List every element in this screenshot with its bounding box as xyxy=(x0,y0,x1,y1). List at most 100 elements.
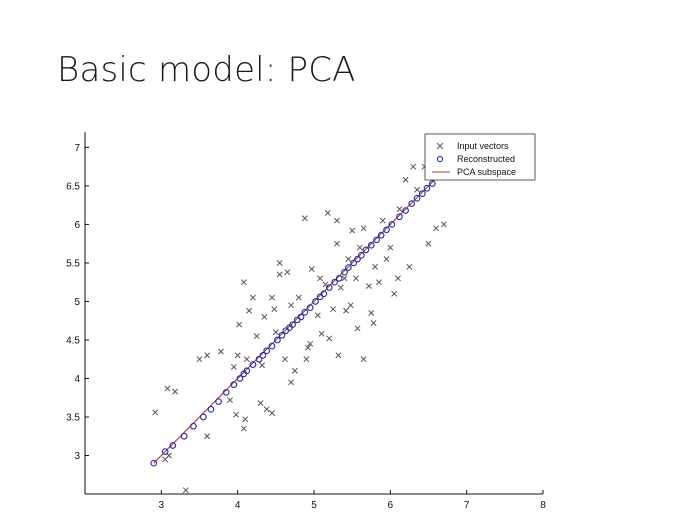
input-vector-point xyxy=(324,209,331,216)
reconstructed-point xyxy=(331,278,338,286)
reconstructed-point xyxy=(268,342,276,350)
input-vector-point xyxy=(152,409,159,416)
reconstructed-point xyxy=(354,255,361,263)
input-vector-point xyxy=(308,266,315,273)
input-vector-point xyxy=(326,335,333,342)
reconstructed-point xyxy=(335,274,343,282)
y-tick-label: 5.5 xyxy=(66,258,80,269)
input-vector-point xyxy=(414,186,421,193)
input-vector-point xyxy=(341,275,348,282)
reconstructed-point xyxy=(362,246,370,254)
input-vector-point xyxy=(330,306,337,313)
input-vector-point xyxy=(343,307,350,314)
input-vector-point xyxy=(337,284,344,291)
y-tick-label: 6.5 xyxy=(66,181,80,192)
reconstructed-point xyxy=(150,459,158,467)
input-vector-point xyxy=(360,356,367,363)
input-vector-point xyxy=(282,356,288,363)
input-vector-point xyxy=(272,329,279,336)
input-vector-point xyxy=(304,344,311,351)
input-vector-point xyxy=(236,321,243,328)
slide-title: Basic model: PCA xyxy=(57,50,356,90)
input-vector-point xyxy=(257,400,264,407)
input-vector-point xyxy=(227,397,233,403)
x-tick-label: 4 xyxy=(235,500,241,511)
reconstructed-point xyxy=(274,336,281,344)
x-tick-label: 6 xyxy=(388,500,394,511)
reconstructed-point xyxy=(383,226,390,234)
legend-input-vectors-marker-icon xyxy=(436,142,444,150)
reconstructed-point xyxy=(255,355,263,363)
reconstructed-point xyxy=(350,259,358,267)
reconstructed-point xyxy=(320,290,328,298)
y-tick-label: 6 xyxy=(74,220,80,231)
input-vector-point xyxy=(182,487,189,494)
reconstructed-point xyxy=(312,298,319,305)
y-tick-label: 5 xyxy=(74,297,80,308)
x-tick-label: 8 xyxy=(540,500,546,511)
input-vector-point xyxy=(333,240,340,247)
y-tick-label: 3.5 xyxy=(66,412,80,423)
input-vector-point xyxy=(433,225,440,232)
input-vector-point xyxy=(249,294,256,301)
input-vector-point xyxy=(406,263,413,270)
input-vector-point xyxy=(196,356,203,363)
input-vector-point xyxy=(240,279,247,286)
input-vector-point xyxy=(172,388,179,395)
input-vector-point xyxy=(295,294,302,301)
input-vector-point xyxy=(356,244,363,251)
y-tick-label: 7 xyxy=(74,143,80,154)
input-vector-point xyxy=(391,290,398,297)
input-vector-point xyxy=(307,340,314,347)
input-vector-point xyxy=(269,294,275,301)
y-tick-label: 4.5 xyxy=(66,335,80,346)
reconstructed-point xyxy=(259,352,267,359)
reconstructed-point xyxy=(419,190,426,197)
input-vector-point xyxy=(276,259,283,266)
input-vector-point xyxy=(288,379,295,386)
reconstructed-point xyxy=(230,381,238,388)
input-vector-point xyxy=(383,256,390,263)
input-vector-point xyxy=(303,356,310,363)
tick-layer: 3 4 5 6 7 8 3 3.5 4 4.5 5 5.5 6 6.5 7 xyxy=(66,143,546,511)
reconstructed-layer xyxy=(150,180,436,467)
input-vector-point xyxy=(263,406,270,413)
input-vector-point xyxy=(425,240,432,247)
reconstructed-point xyxy=(341,268,348,276)
input-vector-point xyxy=(230,363,237,370)
reconstructed-point xyxy=(289,321,296,328)
input-vector-point xyxy=(204,352,211,359)
input-vector-point xyxy=(288,302,295,309)
input-vector-point xyxy=(204,433,211,440)
input-vector-point xyxy=(253,333,260,340)
reconstructed-point xyxy=(423,184,431,192)
input-vector-point xyxy=(349,227,356,234)
input-vector-point xyxy=(379,217,386,224)
input-vector-point xyxy=(217,348,224,355)
reconstructed-point xyxy=(345,264,352,271)
input-vector-point xyxy=(301,215,308,222)
input-vector-point xyxy=(284,269,291,276)
reconstructed-point xyxy=(413,194,421,202)
input-vectors-layer xyxy=(152,136,456,494)
input-vector-point xyxy=(345,256,352,263)
input-vector-point xyxy=(261,313,268,320)
reconstructed-point xyxy=(236,375,244,382)
input-vector-point xyxy=(440,221,447,228)
reconstructed-point xyxy=(306,304,314,311)
reconstructed-point xyxy=(278,331,286,339)
reconstructed-point xyxy=(297,313,305,321)
input-vector-point xyxy=(366,283,372,289)
reconstructed-point xyxy=(215,398,222,405)
y-tick-label: 3 xyxy=(74,451,80,462)
legend-label-reconstructed: Reconstructed xyxy=(457,154,515,164)
input-vector-point xyxy=(240,425,247,432)
x-tick-label: 3 xyxy=(159,500,165,511)
reconstructed-point xyxy=(263,347,271,355)
reconstructed-point xyxy=(367,241,375,249)
input-vector-point xyxy=(333,217,340,224)
reconstructed-point xyxy=(199,413,207,421)
legend-label-pca-subspace: PCA subspace xyxy=(457,167,516,177)
x-tick-label: 7 xyxy=(464,500,470,511)
